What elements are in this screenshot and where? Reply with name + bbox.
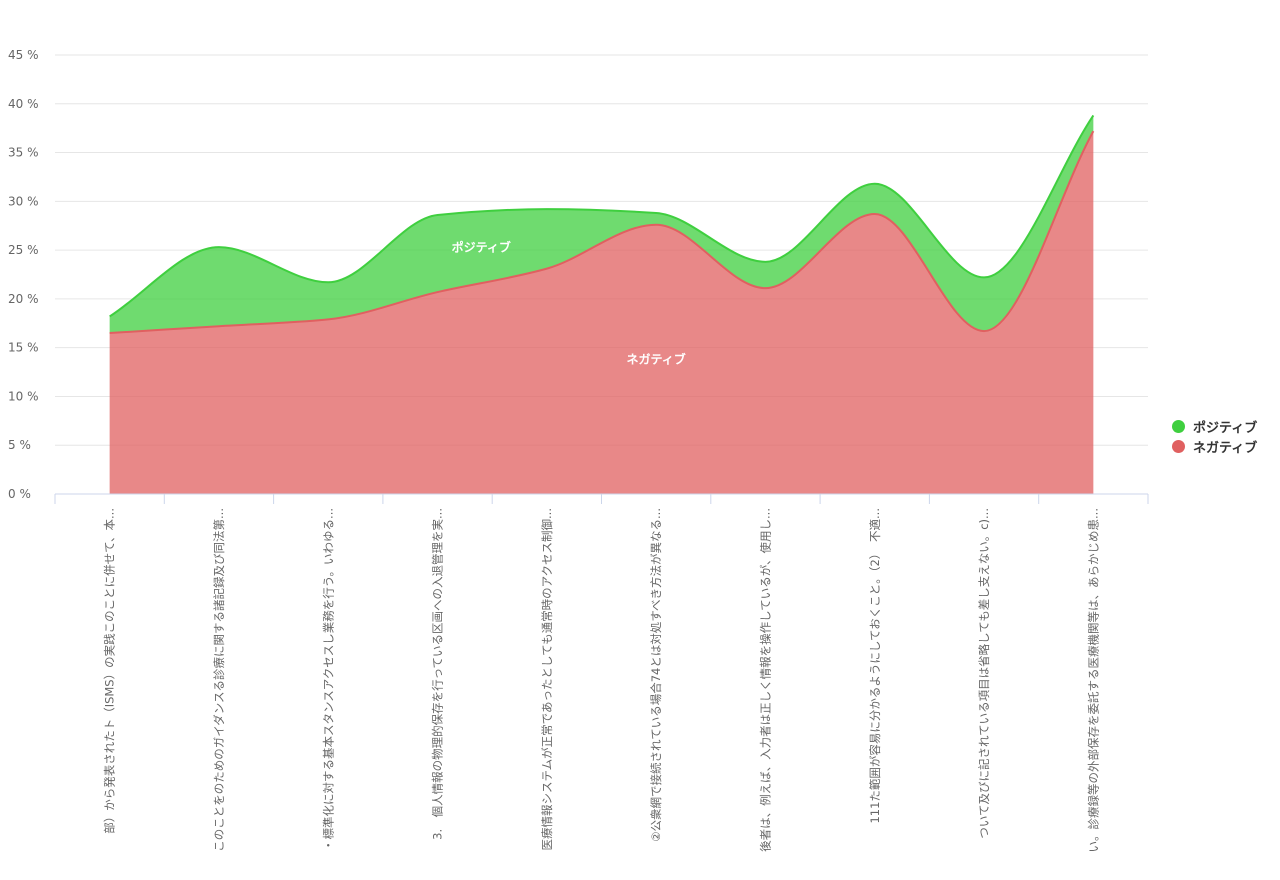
x-tick-label: ・標準化に対する基本スタンスアクセスし業務を行う。いわゆる... [321, 508, 335, 851]
legend-item-positive[interactable]: ポジティブ [1172, 416, 1257, 436]
legend-label: ポジティブ [1193, 420, 1258, 436]
x-tick-label: い。診療録等の外部保存を委託する医療機関等は、あらかじめ患... [1086, 508, 1100, 852]
x-axis: 部）から発表されたト（ISMS）の実践このことに併せて、本... このことをのため… [54, 493, 1149, 852]
series-positive[interactable] [109, 114, 1095, 334]
y-tick-label: 25 % [8, 243, 39, 257]
x-tick-label: 3. 個人情報の物理的保存を行っている区画への入退管理を実... [431, 508, 445, 840]
y-tick-label: 30 % [8, 194, 39, 208]
series-negative-area[interactable] [109, 131, 1094, 494]
legend-item-negative[interactable]: ネガティブ [1172, 436, 1257, 456]
y-tick-label: 35 % [8, 146, 39, 160]
legend: ポジティブネガティブ [1172, 416, 1257, 456]
y-tick-label: 40 % [8, 97, 39, 111]
legend-label: ネガティブ [1193, 440, 1258, 456]
series-positive-area[interactable] [109, 115, 1094, 334]
x-tick-label: このことをのためのガイダンスる診療に関する諸記録及び同法第... [212, 508, 226, 852]
x-tick-label: ついて及びに記されている項目は省略しても差し支えない。c)... [977, 508, 991, 839]
x-tick-label: 後者は、例えば、入力者は正しく情報を操作しているが、使用し... [758, 508, 772, 852]
y-tick-label: 15 % [8, 341, 39, 355]
legend-swatch [1172, 439, 1185, 453]
legend-swatch [1172, 419, 1185, 433]
y-axis: 0 % 5 % 10 % 15 % 20 % 25 % 30 % 35 % 40 % 45 % [8, 48, 39, 501]
x-tick-label: ②公衆網で接続されている場合74とは対処すべき方法が異なる... [649, 508, 663, 842]
series-label-negative: ネガティブ [627, 351, 686, 366]
series-positive-line [109, 114, 1095, 318]
y-tick-label: 20 % [8, 292, 39, 306]
series-label-positive: ポジティブ [452, 240, 511, 255]
x-tick-label: 111た範囲が容易に分かるようにしておくこと。（2） 不適... [868, 508, 882, 824]
x-tick-label: 部）から発表されたト（ISMS）の実践このことに併せて、本... [103, 508, 117, 834]
y-tick-label: 5 % [8, 438, 31, 452]
series-negative-line [109, 130, 1095, 335]
x-tick-label: 医療情報システムが正常であったとしても通常時のアクセス制御... [540, 508, 554, 851]
y-tick-label: 0 % [8, 487, 31, 501]
series-negative[interactable] [109, 130, 1095, 494]
y-tick-label: 45 % [8, 48, 39, 62]
y-tick-label: 10 % [8, 389, 39, 403]
